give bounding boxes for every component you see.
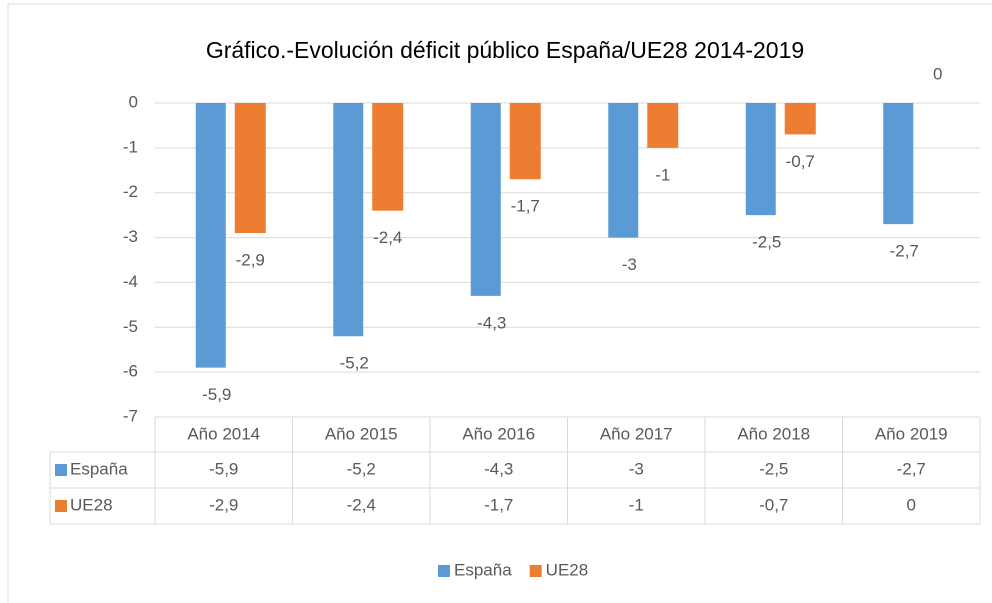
table-series-name: España xyxy=(70,459,128,478)
y-tick-label: -2 xyxy=(123,182,138,201)
data-label: -1 xyxy=(655,165,670,184)
bar xyxy=(234,103,266,234)
table-cell: -1,7 xyxy=(484,495,513,514)
table-cell: -5,9 xyxy=(209,459,238,478)
x-tick-label: Año 2016 xyxy=(462,424,535,443)
table-cell: -3 xyxy=(629,459,644,478)
x-tick-label: Año 2019 xyxy=(875,424,948,443)
table-cell: -5,2 xyxy=(347,459,376,478)
data-label: -2,5 xyxy=(752,233,781,252)
table-key xyxy=(55,464,67,476)
table-cell: -0,7 xyxy=(759,495,788,514)
bar xyxy=(784,103,816,135)
bar xyxy=(195,103,226,368)
x-tick-label: Año 2015 xyxy=(325,424,398,443)
x-tick-label: Año 2014 xyxy=(187,424,260,443)
data-label: -1,7 xyxy=(511,197,540,216)
bar xyxy=(745,103,776,216)
x-tick-label: Año 2018 xyxy=(737,424,810,443)
bar xyxy=(608,103,639,238)
y-tick-label: -1 xyxy=(123,137,138,156)
table-cell: -2,4 xyxy=(347,495,376,514)
chart-border xyxy=(7,3,992,603)
data-label: -3 xyxy=(622,255,637,274)
table-series-name: UE28 xyxy=(70,495,113,514)
table-cell: -4,3 xyxy=(484,459,513,478)
y-tick-label: -7 xyxy=(123,406,138,425)
table-key xyxy=(55,500,67,512)
data-label: -2,7 xyxy=(890,242,919,261)
legend-label: España xyxy=(454,560,512,579)
table-cell: -2,9 xyxy=(209,495,238,514)
data-label: -2,9 xyxy=(236,251,265,270)
bar xyxy=(333,103,364,337)
data-label: 0 xyxy=(933,64,942,83)
y-tick-label: -4 xyxy=(123,272,138,291)
y-tick-label: -3 xyxy=(123,227,138,246)
data-label: -5,9 xyxy=(202,385,231,404)
data-label: -0,7 xyxy=(786,152,815,171)
table-cell: -2,5 xyxy=(759,459,788,478)
y-tick-label: -5 xyxy=(123,317,138,336)
chart-title: Gráfico.-Evolución déficit público Españ… xyxy=(206,37,804,63)
data-label: -4,3 xyxy=(477,313,506,332)
data-label: -2,4 xyxy=(373,228,402,247)
bar xyxy=(372,103,404,211)
y-tick-label: 0 xyxy=(129,92,138,111)
bar xyxy=(883,103,914,225)
legend-key xyxy=(438,565,450,577)
bar xyxy=(470,103,501,296)
table-cell: 0 xyxy=(907,495,916,514)
legend-key xyxy=(529,565,542,577)
y-tick-label: -6 xyxy=(123,362,138,381)
table-cell: -1 xyxy=(629,495,644,514)
bar xyxy=(647,103,679,148)
x-tick-label: Año 2017 xyxy=(600,424,673,443)
bar xyxy=(509,103,541,180)
data-label: -5,2 xyxy=(340,354,369,373)
table-cell: -2,7 xyxy=(897,459,926,478)
legend-label: UE28 xyxy=(546,560,589,579)
